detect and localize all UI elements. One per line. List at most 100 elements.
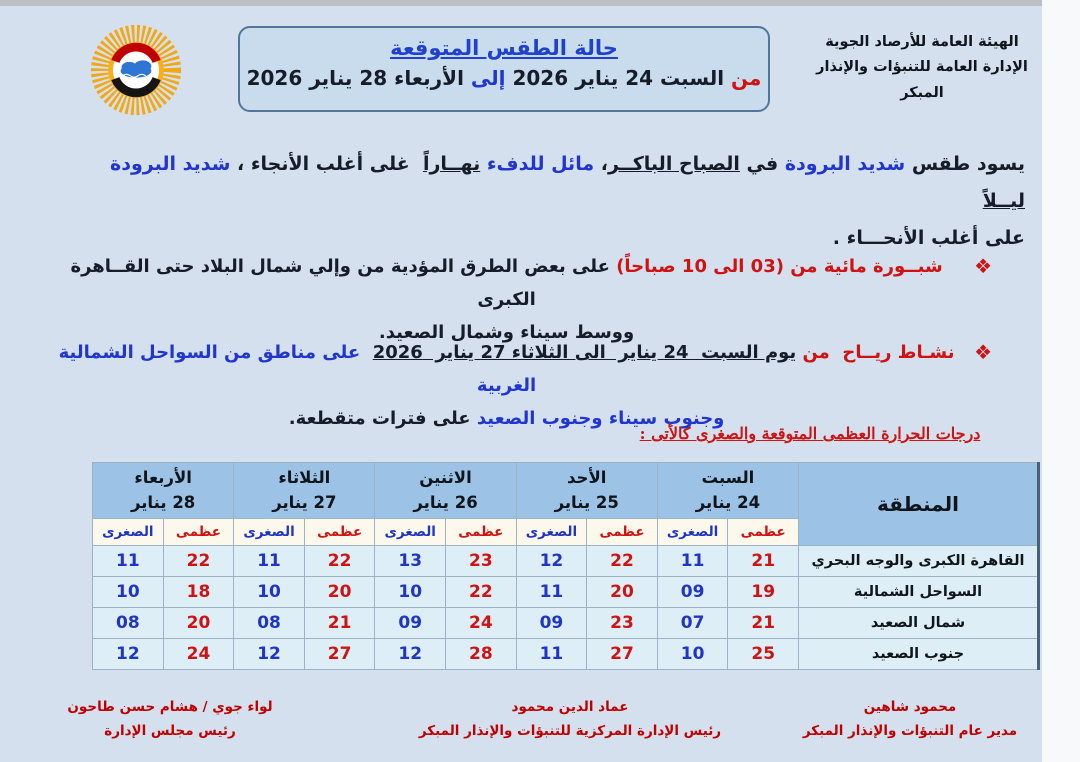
temp-min-cell: 09	[374, 607, 447, 639]
temp-min-cell: 13	[374, 545, 447, 577]
intro-paragraph: يسود طقس شديد البرودة في الصباح الباكــر…	[15, 146, 1025, 257]
day-header-cell: الأربعاء 28 يناير	[91, 462, 235, 519]
day-header-cell: الاثنين 26 يناير	[374, 462, 517, 519]
text-segment: السبت 24 يناير 2026	[505, 66, 725, 90]
day-header-cell: الثلاثاء 27 يناير	[233, 462, 376, 519]
day-date: 25 يناير	[554, 492, 619, 512]
table-row: جنوب الصعيد 25 10 27 11 28 12 27 12 24 12	[92, 638, 1039, 670]
min-label-cell: الصغرى	[233, 518, 305, 546]
temp-min-cell: 12	[233, 638, 305, 670]
temp-min-cell: 11	[656, 545, 729, 577]
fog-bullet-paragraph: ❖ شبــورة مائية من (03 الى 10 صباحاً) عل…	[49, 250, 992, 349]
temp-max-cell: 22	[586, 545, 658, 577]
temp-max-cell: 21	[727, 545, 799, 577]
organization-block: الهيئة العامة للأرصاد الجوية الإدارة الع…	[806, 30, 1038, 106]
temp-min-cell: 10	[92, 576, 164, 608]
temp-min-cell: 11	[233, 545, 305, 577]
temperature-table-caption: درجات الحرارة العظمى المتوقعة والصغرى كا…	[639, 424, 981, 443]
text-segment: على مناطق من السواحل الشمالية الغربية وج…	[58, 342, 725, 429]
signatory-title: رئيس الإدارة المركزية للتنبؤات والإنذار …	[418, 722, 722, 739]
temp-min-cell: 12	[515, 545, 588, 577]
signatory-title: مدير عام التنبؤات والإنذار المبكر	[802, 722, 1018, 739]
temperature-table: المنطقة السبت 24 يناير الأحد 25 يناير الاثنين…	[91, 462, 1040, 670]
day-name: الاثنين	[419, 467, 472, 487]
text-segment: يسود طقس	[905, 153, 1025, 175]
temp-max-cell: 18	[162, 576, 235, 608]
day-name: الأربعاء	[134, 467, 192, 487]
temp-min-cell: 09	[515, 607, 588, 639]
org-name-line2: الإدارة العامة للتنبؤات والإنذار المبكر	[816, 59, 1028, 101]
day-name: السبت	[701, 467, 755, 487]
signature-block: عماد الدين محمود رئيس الإدارة المركزية ل…	[370, 696, 770, 743]
text-segment: نشـاط ريــاح من	[796, 342, 955, 363]
temp-max-cell: 27	[303, 638, 376, 670]
text-segment: الصباح الباكــر	[607, 153, 740, 175]
temp-max-cell: 28	[445, 638, 517, 670]
temp-min-cell: 08	[233, 607, 305, 639]
temp-min-cell: 12	[92, 638, 164, 670]
text-segment: نهــاراً	[422, 153, 481, 175]
text-segment: الأربعاء 28 يناير 2026	[246, 66, 464, 90]
signatory-name: لواء جوي / هشام حسن طاحون	[67, 699, 273, 715]
max-label-cell: عظمى	[727, 518, 799, 546]
text-segment: شبــورة مائية من (03 الى 10 صباحاً)	[616, 256, 943, 277]
temp-max-cell: 20	[303, 576, 376, 608]
title-box: حالة الطقس المتوقعة من السبت 24 يناير 20…	[238, 26, 770, 112]
temp-min-cell: 07	[656, 607, 729, 639]
min-label-cell: الصغرى	[515, 518, 588, 546]
temp-max-cell: 25	[727, 638, 799, 670]
max-label-cell: عظمى	[586, 518, 658, 546]
day-date: 28 يناير	[130, 492, 196, 512]
temp-min-cell: 10	[374, 576, 447, 608]
region-cell: جنوب الصعيد	[798, 638, 1039, 670]
region-cell: القاهرة الكبرى والوجه البحري	[798, 545, 1039, 577]
max-label-cell: عظمى	[303, 518, 376, 546]
signature-block: محمود شاهين مدير عام التنبؤات والإنذار ا…	[780, 696, 1040, 743]
min-label-cell: الصغرى	[656, 518, 729, 546]
min-label-cell: الصغرى	[92, 518, 164, 546]
day-header-cell: الأحد 25 يناير	[515, 462, 658, 519]
signatory-title: رئيس مجلس الإدارة	[104, 722, 236, 739]
temp-min-cell: 10	[656, 638, 729, 670]
window-top-strip	[0, 0, 1080, 6]
diamond-bullet-icon: ❖	[974, 254, 992, 278]
day-name: الثلاثاء	[278, 467, 331, 487]
table-row: شمال الصعيد 21 07 23 09 24 09 21 08 20 08	[92, 607, 1039, 639]
fog-bullet-text: شبــورة مائية من (03 الى 10 صباحاً) على …	[49, 250, 964, 349]
region-cell: السواحل الشمالية	[798, 576, 1039, 608]
temp-max-cell: 20	[586, 576, 658, 608]
svg-text:EMA: EMA	[128, 53, 143, 60]
ema-sun-logo-icon: EMA	[88, 22, 184, 118]
text-segment: ليــلاً	[982, 190, 1025, 212]
temp-min-cell: 11	[515, 638, 588, 670]
min-label-cell: الصغرى	[374, 518, 447, 546]
signatory-name: عماد الدين محمود	[511, 699, 629, 715]
temp-max-cell: 20	[162, 607, 235, 639]
day-date: 27 يناير	[272, 492, 337, 512]
temp-max-cell: 24	[445, 607, 517, 639]
text-segment: شديد البرودة	[103, 153, 231, 175]
max-label-cell: عظمى	[162, 518, 235, 546]
text-segment: يوم السبت 24 يناير الى الثلاثاء 27 يناير…	[372, 342, 797, 363]
text-segment: شديد البرودة	[784, 153, 906, 175]
text-segment: من	[724, 66, 762, 90]
temp-max-cell: 22	[162, 545, 235, 577]
day-date: 26 يناير	[413, 492, 478, 512]
date-range-subtitle: من السبت 24 يناير 2026 إلى الأربعاء 28 ي…	[240, 66, 768, 90]
text-segment: مائل للدفء	[480, 153, 595, 175]
temp-max-cell: 24	[162, 638, 235, 670]
region-cell: شمال الصعيد	[798, 607, 1039, 639]
signature-block: لواء جوي / هشام حسن طاحون رئيس مجلس الإد…	[30, 696, 310, 743]
region-column-header: المنطقة	[798, 462, 1039, 546]
temp-max-cell: 27	[586, 638, 658, 670]
text-segment: على فترات متقطعة.	[288, 408, 477, 429]
org-name-line1: الهيئة العامة للأرصاد الجوية	[825, 34, 1019, 50]
page-right-margin	[1042, 0, 1080, 762]
temp-max-cell: 23	[445, 545, 517, 577]
temp-max-cell: 22	[445, 576, 517, 608]
day-name: الأحد	[567, 467, 607, 487]
temp-min-cell: 11	[92, 545, 164, 577]
text-segment: في	[739, 153, 785, 175]
max-label-cell: عظمى	[445, 518, 517, 546]
text-segment: إلى	[463, 66, 506, 90]
